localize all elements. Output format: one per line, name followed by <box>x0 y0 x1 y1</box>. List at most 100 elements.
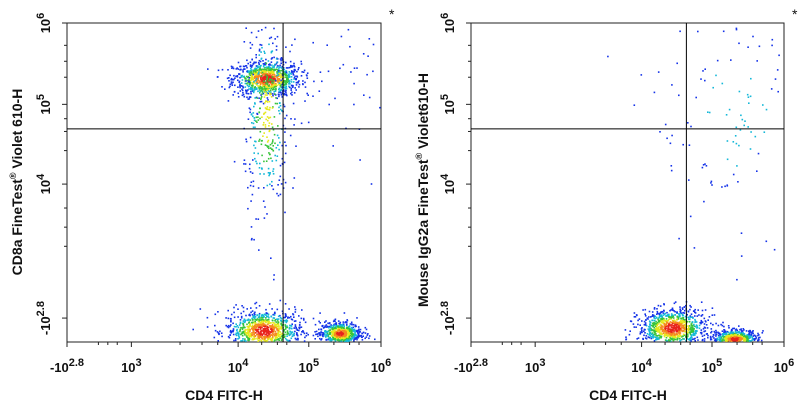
event-dot <box>706 333 708 335</box>
event-dot <box>272 329 274 331</box>
event-dot <box>293 320 296 322</box>
event-dot <box>674 310 676 313</box>
event-dot <box>723 333 725 335</box>
event-dot <box>268 152 270 154</box>
event-dot <box>353 67 356 69</box>
event-dot <box>253 82 256 84</box>
event-dot <box>255 56 257 59</box>
event-dot <box>336 339 338 341</box>
event-dot <box>245 75 248 78</box>
event-dot <box>264 340 266 342</box>
event-dot <box>265 74 267 76</box>
event-dot <box>654 317 656 320</box>
event-dot <box>265 89 268 92</box>
event-dot <box>239 90 242 92</box>
event-dot <box>258 88 261 91</box>
event-dot <box>221 335 223 338</box>
event-dot <box>372 43 375 46</box>
event-dot <box>302 330 304 332</box>
event-dot <box>746 338 749 340</box>
event-dot <box>242 93 245 96</box>
event-dot <box>266 141 269 143</box>
event-dot <box>264 89 267 91</box>
event-dot <box>688 327 690 329</box>
event-dot <box>271 81 273 84</box>
event-dot <box>688 318 691 321</box>
event-dot <box>257 82 260 84</box>
event-dot <box>283 71 286 73</box>
event-dot <box>732 333 735 335</box>
event-dot <box>248 81 251 83</box>
event-dot <box>297 82 299 84</box>
event-dot <box>252 185 255 188</box>
event-dot <box>252 325 255 328</box>
event-dot <box>303 69 306 72</box>
event-dot <box>272 317 275 319</box>
event-dot <box>353 328 356 331</box>
event-dot <box>726 336 728 338</box>
event-dot <box>266 82 269 84</box>
event-dot <box>268 72 271 75</box>
event-dot <box>286 74 288 77</box>
event-dot <box>694 311 696 313</box>
event-dot <box>678 322 680 325</box>
event-dot <box>272 150 275 152</box>
event-dot <box>244 76 246 79</box>
event-dot <box>344 335 346 338</box>
event-dot <box>693 310 695 312</box>
event-dot <box>285 83 288 85</box>
event-dot <box>721 330 724 332</box>
event-dot <box>269 93 271 96</box>
event-dot <box>274 311 276 314</box>
event-dot <box>688 318 690 320</box>
event-dot <box>298 80 300 82</box>
event-dot <box>233 160 236 163</box>
event-dot <box>261 71 264 74</box>
event-dot <box>276 325 279 328</box>
event-dot <box>774 78 777 80</box>
event-dot <box>268 81 270 83</box>
event-dot <box>326 44 328 46</box>
event-dot <box>349 330 351 333</box>
event-dot <box>711 307 714 309</box>
x-axis-label: CD4 FITC-H <box>185 387 263 403</box>
event-dot <box>677 316 680 319</box>
event-dot <box>254 318 256 321</box>
event-dot <box>679 327 681 330</box>
event-dot <box>293 70 296 73</box>
event-dot <box>277 323 280 325</box>
event-dot <box>268 68 270 70</box>
event-dot <box>280 79 282 82</box>
event-dot <box>277 331 279 333</box>
event-dot <box>679 329 681 332</box>
event-dot <box>288 75 291 77</box>
event-dot <box>276 192 278 195</box>
event-dot <box>277 338 279 341</box>
event-dot <box>260 88 263 90</box>
event-dot <box>708 111 711 114</box>
event-dot <box>651 322 654 325</box>
event-dot <box>248 328 250 330</box>
event-dot <box>237 96 240 98</box>
event-dot <box>321 334 324 337</box>
event-dot <box>327 330 329 333</box>
event-dot <box>273 133 276 136</box>
event-dot <box>679 338 681 340</box>
event-dot <box>321 80 323 83</box>
event-dot <box>314 338 316 340</box>
event-dot <box>272 84 275 86</box>
event-dot <box>264 337 266 340</box>
event-dot <box>638 318 641 320</box>
event-dot <box>298 327 301 330</box>
event-dot <box>257 324 259 327</box>
event-dot <box>342 332 345 335</box>
event-dot <box>655 334 658 337</box>
event-dot <box>725 333 727 335</box>
event-dot <box>329 329 332 331</box>
event-dot <box>635 314 638 316</box>
event-dot <box>339 321 342 324</box>
event-dot <box>254 157 256 160</box>
event-dot <box>280 67 283 69</box>
event-dot <box>272 336 274 338</box>
event-dot <box>273 66 275 69</box>
